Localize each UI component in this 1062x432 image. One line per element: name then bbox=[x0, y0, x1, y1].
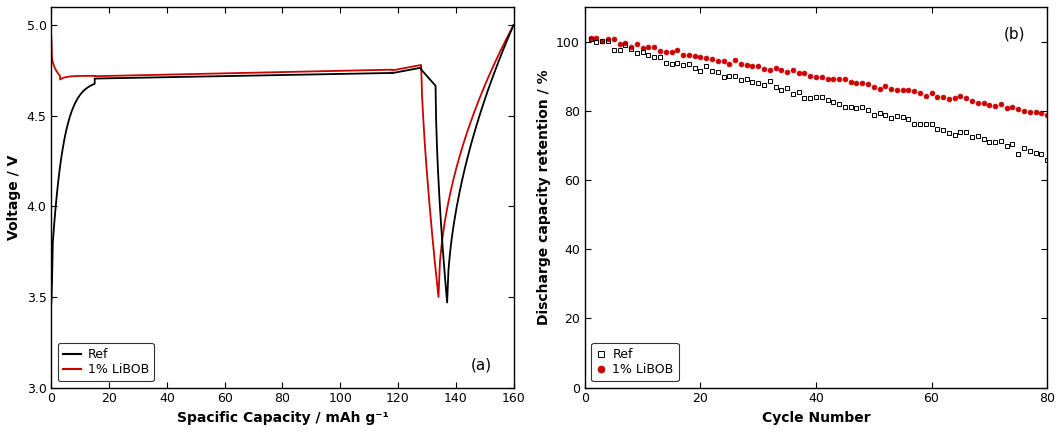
Text: (a): (a) bbox=[470, 357, 492, 372]
Y-axis label: Discharge capacity retention / %: Discharge capacity retention / % bbox=[536, 70, 550, 325]
Legend: Ref, 1% LiBOB: Ref, 1% LiBOB bbox=[592, 343, 679, 381]
Y-axis label: Voltage / V: Voltage / V bbox=[7, 155, 21, 240]
X-axis label: Spacific Capacity / mAh g⁻¹: Spacific Capacity / mAh g⁻¹ bbox=[176, 411, 389, 425]
Text: (b): (b) bbox=[1004, 26, 1026, 41]
X-axis label: Cycle Number: Cycle Number bbox=[761, 411, 870, 425]
Legend: Ref, 1% LiBOB: Ref, 1% LiBOB bbox=[57, 343, 154, 381]
